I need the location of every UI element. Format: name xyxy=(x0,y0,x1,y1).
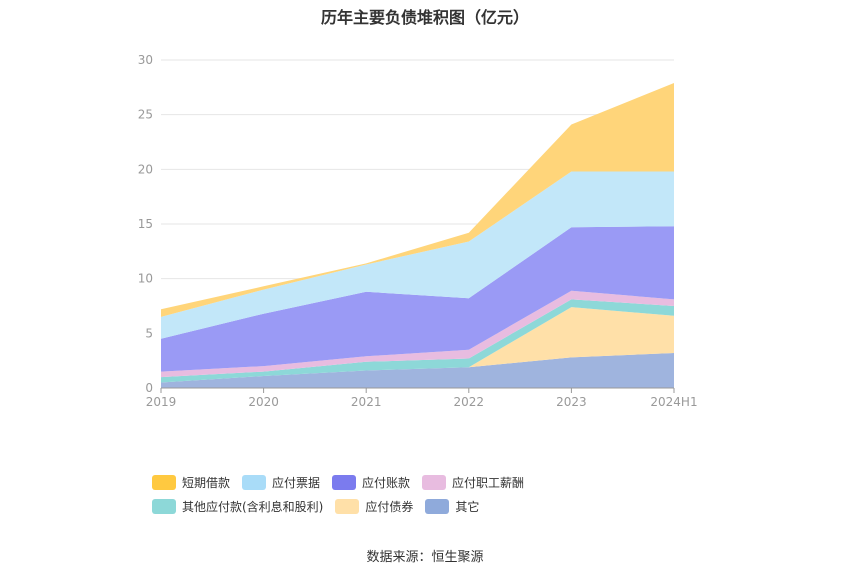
area-6 xyxy=(161,171,674,339)
x-tick-label: 2022 xyxy=(454,395,485,409)
legend-swatch xyxy=(242,474,267,490)
legend-label: 应付票据 xyxy=(272,475,321,490)
legend-item[interactable]: 应付债券 xyxy=(335,497,413,515)
x-tick-label: 2019 xyxy=(146,395,177,409)
legend-label: 其它 xyxy=(455,499,480,514)
data-source: 数据来源：恒生聚源 xyxy=(366,550,484,565)
legend: 短期借款 应付票据 应付账款 应付职工薪酬其他应付款(含利息和股利) 应付债券 其它 xyxy=(152,473,712,521)
y-tick-label: 20 xyxy=(138,162,153,176)
x-tick-label: 2023 xyxy=(556,395,587,409)
area-2 xyxy=(161,307,674,383)
axes: 0 5 10 15 20 25 30 2019 2020 2021 2022 2023 2024H1 xyxy=(138,53,698,409)
legend-swatch xyxy=(422,474,447,490)
x-tick-label: 2020 xyxy=(248,395,279,409)
legend-item[interactable]: 短期借款 xyxy=(152,473,230,491)
legend-item[interactable]: 应付职工薪酬 xyxy=(422,473,524,491)
legend-swatch xyxy=(332,474,357,490)
area-series xyxy=(161,83,674,388)
y-tick-label: 0 xyxy=(145,381,153,395)
y-tick-label: 15 xyxy=(138,217,153,231)
y-tick-label: 5 xyxy=(145,326,153,340)
area-7 xyxy=(161,83,674,317)
legend-label: 应付账款 xyxy=(362,475,411,490)
legend-item[interactable]: 其他应付款(含利息和股利) xyxy=(152,497,323,515)
area-5 xyxy=(161,226,674,372)
x-tick-label: 2021 xyxy=(351,395,382,409)
legend-label: 应付职工薪酬 xyxy=(452,475,525,490)
legend-item[interactable]: 应付票据 xyxy=(242,473,320,491)
stacked-area-chart: 0 5 10 15 20 25 30 2019 2020 2021 2022 2023 2024H1 xyxy=(138,53,698,409)
legend-swatch xyxy=(335,498,360,514)
x-tick-label: 2024H1 xyxy=(650,395,697,409)
legend-swatch xyxy=(152,498,176,514)
legend-item[interactable]: 应付账款 xyxy=(332,473,410,491)
y-tick-label: 30 xyxy=(138,53,153,67)
legend-swatch xyxy=(425,498,450,514)
area-3 xyxy=(161,299,674,383)
area-1 xyxy=(161,353,674,388)
legend-swatch xyxy=(152,474,176,490)
legend-item[interactable]: 其它 xyxy=(425,497,479,515)
chart-title: 历年主要负债堆积图（亿元） xyxy=(320,8,529,27)
legend-label: 其他应付款(含利息和股利) xyxy=(182,499,324,514)
y-tick-label: 10 xyxy=(138,272,153,286)
y-tick-label: 25 xyxy=(138,108,153,122)
area-4 xyxy=(161,290,674,378)
legend-label: 应付债券 xyxy=(365,499,414,514)
legend-label: 短期借款 xyxy=(182,475,231,490)
